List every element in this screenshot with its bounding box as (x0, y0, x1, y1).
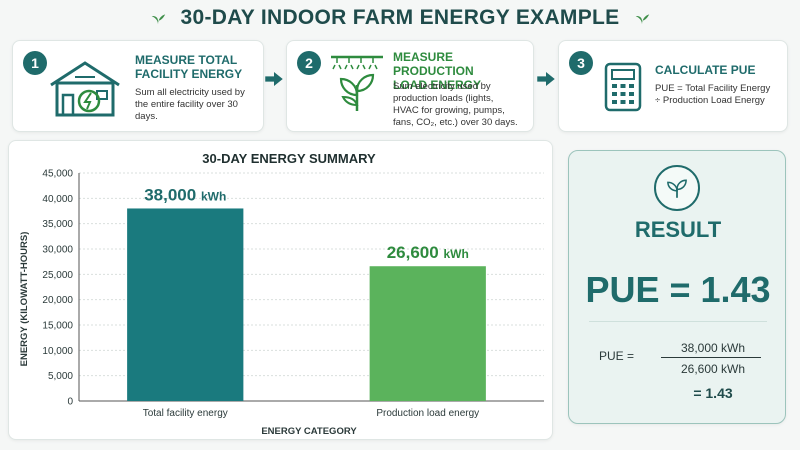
pue-value: PUE = 1.43 (585, 269, 771, 310)
step-title: MEASURE TOTAL FACILITY ENERGY (135, 53, 242, 81)
y-tick-label: 10,000 (42, 346, 73, 357)
bar-value-label: 38,000 kWh (144, 185, 226, 204)
arrow-right-icon (537, 72, 555, 86)
step-title-line: FACILITY ENERGY (135, 67, 243, 81)
y-tick-label: 5,000 (48, 371, 73, 382)
energy-summary-chart-card: 30-DAY ENERGY SUMMARY ENERGY (KILOWATT-H… (8, 140, 553, 440)
step-card-1: 1 MEASURE TOTAL FACILITY ENERGY Sum all … (12, 40, 264, 132)
y-axis-label: ENERGY (KILOWATT-HOURS) (19, 232, 30, 367)
result-icon-circle (654, 165, 700, 211)
step-card-3: 3 CALCULATE PUE PUE = Total Facility Ene… (558, 40, 788, 132)
chart-title: 30-DAY ENERGY SUMMARY (202, 151, 376, 166)
leaf-icon (151, 14, 165, 25)
y-tick-label: 35,000 (42, 219, 73, 230)
step-desc-line: fans, CO₂, etc.) over 30 days. (393, 117, 518, 128)
arrow-right-icon (265, 72, 283, 86)
result-title: RESULT (634, 217, 722, 242)
step-title: CALCULATE PUE (655, 63, 756, 77)
result-card: RESULT PUE = 1.43 PUE = 38,000 kWh 26,60… (568, 150, 786, 424)
x-tick-label: Production load energy (376, 408, 479, 419)
step-desc-line: ÷ Production Load Energy (655, 95, 765, 106)
sprout-icon (667, 179, 687, 198)
y-tick-label: 30,000 (42, 245, 73, 256)
step-card-2: 2 MEASURE PRODUCTION LOAD ENERGY Sum ele… (286, 40, 534, 132)
step-number-badge: 2 (297, 51, 321, 75)
y-tick-label: 25,000 (42, 270, 73, 281)
energy-bar-chart: 30-DAY ENERGY SUMMARY ENERGY (KILOWATT-H… (19, 151, 544, 437)
y-tick-label: 45,000 (42, 169, 73, 180)
step-title-line: MEASURE TOTAL (135, 53, 238, 67)
bar-0 (127, 208, 244, 401)
formula-result: = 1.43 (693, 385, 733, 401)
step-desc-line: HVAC for growing, pumps, (393, 105, 505, 116)
formula-label: PUE = (599, 349, 635, 363)
step-desc-line: Sum all electricity used by (135, 87, 245, 98)
y-tick-label: 40,000 (42, 194, 73, 205)
step-description: Sum electricity used by production loads… (393, 81, 518, 129)
step-title: MEASURE PRODUCTION LOAD ENERGY (393, 50, 533, 92)
building-energy-icon (50, 61, 120, 117)
y-tick-label: 0 (67, 397, 73, 408)
fraction-line (661, 357, 761, 358)
page-title: 30-DAY INDOOR FARM ENERGY EXAMPLE (180, 6, 620, 29)
formula-denominator: 26,600 kWh (680, 362, 746, 376)
step-description: PUE = Total Facility Energy ÷ Production… (655, 83, 770, 107)
page-header: 30-DAY INDOOR FARM ENERGY EXAMPLE (0, 4, 800, 32)
calculator-icon (604, 62, 642, 112)
step-desc-line: production loads (lights, (393, 93, 494, 104)
plant-lights-icon (331, 55, 383, 111)
formula-numerator: 38,000 kWh (680, 341, 746, 355)
step-description: Sum all electricity used by the entire f… (135, 87, 263, 123)
result-divider (589, 321, 767, 322)
leaf-icon (636, 14, 650, 25)
y-tick-label: 15,000 (42, 321, 73, 332)
y-tick-label: 20,000 (42, 295, 73, 306)
step-desc-line: the entire facility over 30 days. (135, 99, 238, 122)
step-desc-line: Sum electricity used by (393, 81, 491, 92)
bar-value-label: 26,600 kWh (387, 243, 469, 262)
step-desc-line: PUE = Total Facility Energy (655, 83, 771, 94)
x-tick-label: Total facility energy (143, 408, 228, 419)
step-number-badge: 1 (23, 51, 47, 75)
bar-1 (369, 266, 486, 401)
step-title-line: LOAD ENERGY (393, 78, 482, 92)
step-title-line: MEASURE PRODUCTION (393, 50, 474, 78)
step-number-badge: 3 (569, 51, 593, 75)
x-axis-label: ENERGY CATEGORY (261, 426, 357, 437)
